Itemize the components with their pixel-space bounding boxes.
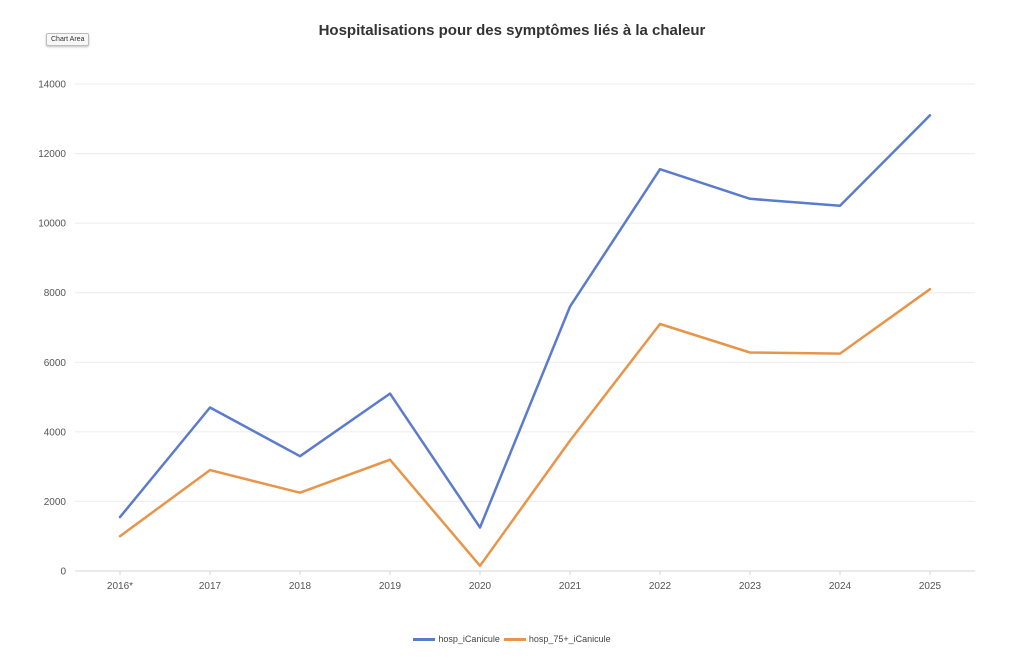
x-tick-label: 2021 [559, 581, 582, 592]
data-point[interactable] [837, 351, 843, 357]
data-point[interactable] [747, 196, 753, 202]
series-line-hosp-icanicule[interactable] [118, 114, 932, 529]
y-tick-label: 12000 [38, 149, 66, 160]
data-point[interactable] [927, 286, 933, 292]
data-point[interactable] [117, 533, 123, 539]
legend-label: hosp_iCanicule [438, 634, 500, 644]
y-tick-label: 8000 [44, 288, 67, 299]
series-lines [117, 112, 933, 569]
x-tick-label: 2025 [919, 581, 942, 592]
gridlines [75, 83, 975, 572]
x-tick-label: 2017 [199, 581, 222, 592]
series-line-hosp-75plus-icanicule[interactable] [118, 287, 932, 568]
data-point[interactable] [657, 321, 663, 327]
y-tick-label: 2000 [44, 497, 67, 508]
data-point[interactable] [387, 457, 393, 463]
data-point[interactable] [657, 166, 663, 172]
legend-swatch-orange [503, 637, 526, 641]
data-point[interactable] [567, 304, 573, 310]
data-point[interactable] [297, 490, 303, 496]
chart-title: Hospitalisations pour des symptômes liés… [318, 22, 706, 39]
data-point[interactable] [567, 438, 573, 444]
data-point[interactable] [297, 453, 303, 459]
y-tick-label: 0 [60, 567, 66, 578]
x-tick-label: 2018 [289, 581, 312, 592]
data-point[interactable] [387, 391, 393, 397]
y-tick-label: 14000 [38, 80, 66, 91]
legend-item-hosp-icanicule[interactable]: hosp_iCanicule [413, 634, 500, 644]
x-tick-label: 2019 [379, 581, 402, 592]
x-tick-label: 2016* [107, 581, 133, 592]
y-axis-tick-labels: 0 2000 4000 6000 8000 10000 12000 14000 [38, 80, 66, 578]
x-tick-label: 2020 [469, 581, 492, 592]
x-tick-label: 2024 [829, 581, 852, 592]
data-point[interactable] [477, 525, 483, 531]
legend-swatch-blue [413, 637, 436, 641]
x-tick-label: 2023 [739, 581, 762, 592]
y-tick-label: 6000 [44, 358, 67, 369]
data-point[interactable] [117, 514, 123, 520]
legend-item-hosp-75plus-icanicule[interactable]: hosp_75+_iCanicule [503, 634, 611, 644]
chart-legend: hosp_iCanicule hosp_75+_iCanicule [0, 634, 1024, 644]
x-axis-tick-labels: 2016* 2017 2018 2019 2020 2021 2022 2023 2024 202… [107, 571, 942, 592]
data-point[interactable] [747, 350, 753, 356]
legend-label: hosp_75+_iCanicule [528, 634, 611, 644]
y-tick-label: 10000 [38, 219, 66, 230]
data-point[interactable] [837, 203, 843, 209]
data-point[interactable] [477, 563, 483, 569]
x-tick-label: 2022 [649, 581, 672, 592]
data-point[interactable] [927, 112, 933, 118]
data-point[interactable] [207, 467, 213, 473]
y-tick-label: 4000 [44, 427, 67, 438]
data-point[interactable] [207, 405, 213, 411]
chart-area-tooltip: Chart Area [46, 33, 90, 46]
